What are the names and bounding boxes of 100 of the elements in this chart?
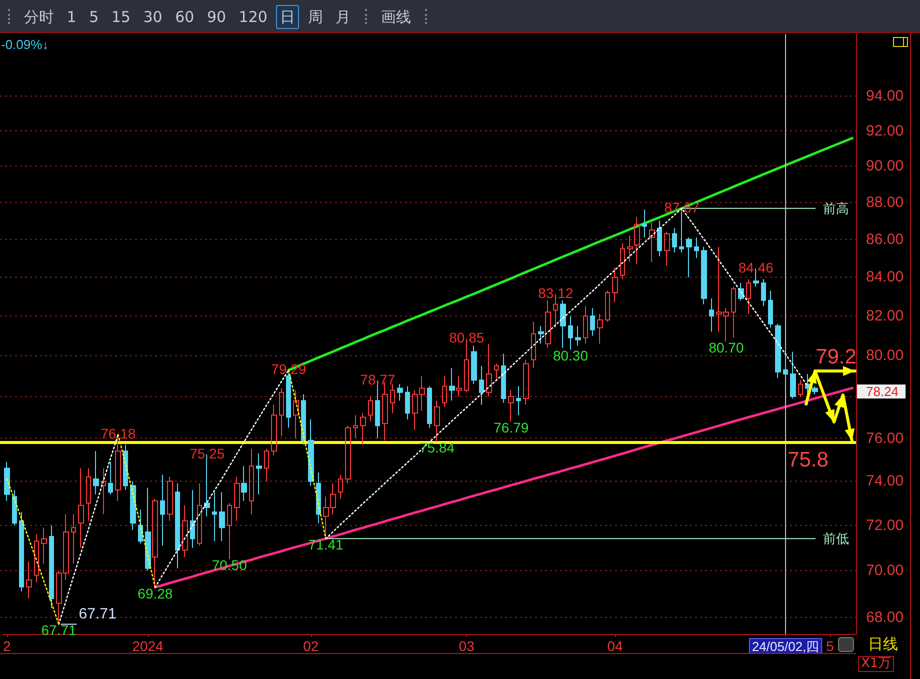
candlestick: [664, 231, 670, 266]
annotation: 75.84: [419, 440, 455, 456]
y-tick-label: 86.00: [866, 230, 904, 248]
candlestick: [449, 367, 455, 402]
candlestick: [649, 222, 655, 262]
annotation: 69.28: [138, 585, 173, 602]
candlestick: [123, 444, 128, 490]
candlestick: [746, 278, 751, 315]
candlestick: [93, 450, 99, 495]
ref-line-label: 75.8: [788, 448, 828, 472]
y-tick-label: 84.00: [866, 268, 904, 286]
annotation: 76.18: [100, 425, 136, 442]
candlestick: [701, 246, 707, 305]
candlestick: [523, 359, 529, 406]
candlestick: [264, 448, 269, 482]
y-tick-label: 82.00: [866, 307, 904, 324]
candlestick: [101, 468, 106, 515]
candlestick: [390, 384, 395, 414]
candlestick: [212, 492, 217, 542]
y-tick-label: 80.00: [866, 347, 904, 364]
y-tick-label: 70.00: [866, 562, 904, 580]
candlestick: [86, 468, 91, 522]
candlestick: [560, 300, 566, 348]
y-tick-label: 94.00: [866, 88, 904, 105]
candlestick: [471, 345, 477, 385]
annotation: 71.41: [308, 536, 344, 553]
candlestick: [345, 425, 351, 484]
candlestick: [575, 325, 581, 346]
candlestick: [516, 386, 521, 416]
candlestick: [605, 290, 610, 322]
annotation: 83.12: [538, 285, 574, 302]
candlestick: [353, 414, 358, 439]
candlestick: [790, 351, 796, 400]
candlestick: [508, 390, 514, 422]
candlestick: [686, 236, 692, 278]
y-tick-label: 74.00: [866, 472, 904, 490]
candlestick: [768, 290, 773, 328]
candlestick: [486, 343, 492, 397]
candlestick: [234, 476, 240, 522]
candlestick: [279, 388, 284, 437]
candlestick: [568, 315, 573, 350]
candlestick: [301, 394, 306, 446]
candlestick: [249, 448, 254, 515]
candlestick: [612, 267, 618, 303]
candlestick: [657, 220, 662, 257]
candlestick: [583, 306, 588, 344]
candlestick: [672, 228, 677, 253]
candlestick: [427, 386, 432, 428]
candlestick: [167, 476, 173, 522]
annotation: 79.2: [816, 346, 856, 368]
y-tick-label: 72.00: [866, 516, 904, 534]
candlestick: [434, 400, 440, 442]
x-tick-label: 24/05/02,四: [752, 639, 820, 654]
candlestick: [4, 461, 10, 502]
candlestick: [271, 404, 277, 456]
candlestick: [360, 412, 366, 446]
annotation: 76.79: [494, 420, 529, 436]
x-tick-label: 5: [826, 638, 834, 654]
candlestick: [397, 384, 403, 402]
candlestick: [26, 561, 32, 600]
candlestick: [34, 534, 39, 583]
candlestick: [597, 314, 603, 344]
candlestick: [182, 504, 188, 558]
candlestick: [442, 375, 447, 408]
candlestick: [531, 321, 536, 368]
x-tick-label: 04: [607, 638, 623, 654]
text: 分时 1 5 15 30 60 90 120 日 周 月: [24, 8, 351, 26]
candlestick: [494, 363, 499, 381]
candlestick: [709, 298, 714, 332]
candlestick: [731, 286, 736, 338]
annotation: 80.70: [708, 340, 744, 356]
y-tick-label: 68.00: [866, 608, 904, 626]
line-series: [154, 386, 854, 589]
candlestick: [227, 502, 232, 560]
x-tick-label: 03: [458, 638, 475, 654]
x-tick-label: 2024: [132, 638, 164, 654]
candlestick: [78, 468, 84, 548]
candlestick: [761, 278, 766, 307]
candlestick: [812, 386, 818, 395]
candlestick: [71, 514, 76, 564]
candlestick: [545, 300, 551, 348]
text: 78.24: [866, 384, 899, 400]
candlestick: [152, 498, 158, 588]
candlestick: [620, 242, 625, 280]
text: X1万: [858, 656, 894, 672]
candlestick: [293, 390, 299, 439]
candlestick: [130, 480, 136, 530]
candlestick: [197, 482, 202, 546]
candlestick: [642, 209, 647, 238]
candlestick: [634, 216, 640, 264]
candlestick: [338, 474, 343, 500]
candlestick: [12, 489, 17, 526]
candlestick: [49, 524, 54, 608]
y-tick-label: 90.00: [866, 158, 904, 175]
series-label: 前高: [823, 200, 850, 216]
candlestick: [175, 482, 180, 569]
x-tick-label: 2: [2, 638, 11, 654]
candlestick: [145, 487, 151, 572]
candlestick: [694, 236, 699, 259]
candlestick: [219, 492, 225, 542]
